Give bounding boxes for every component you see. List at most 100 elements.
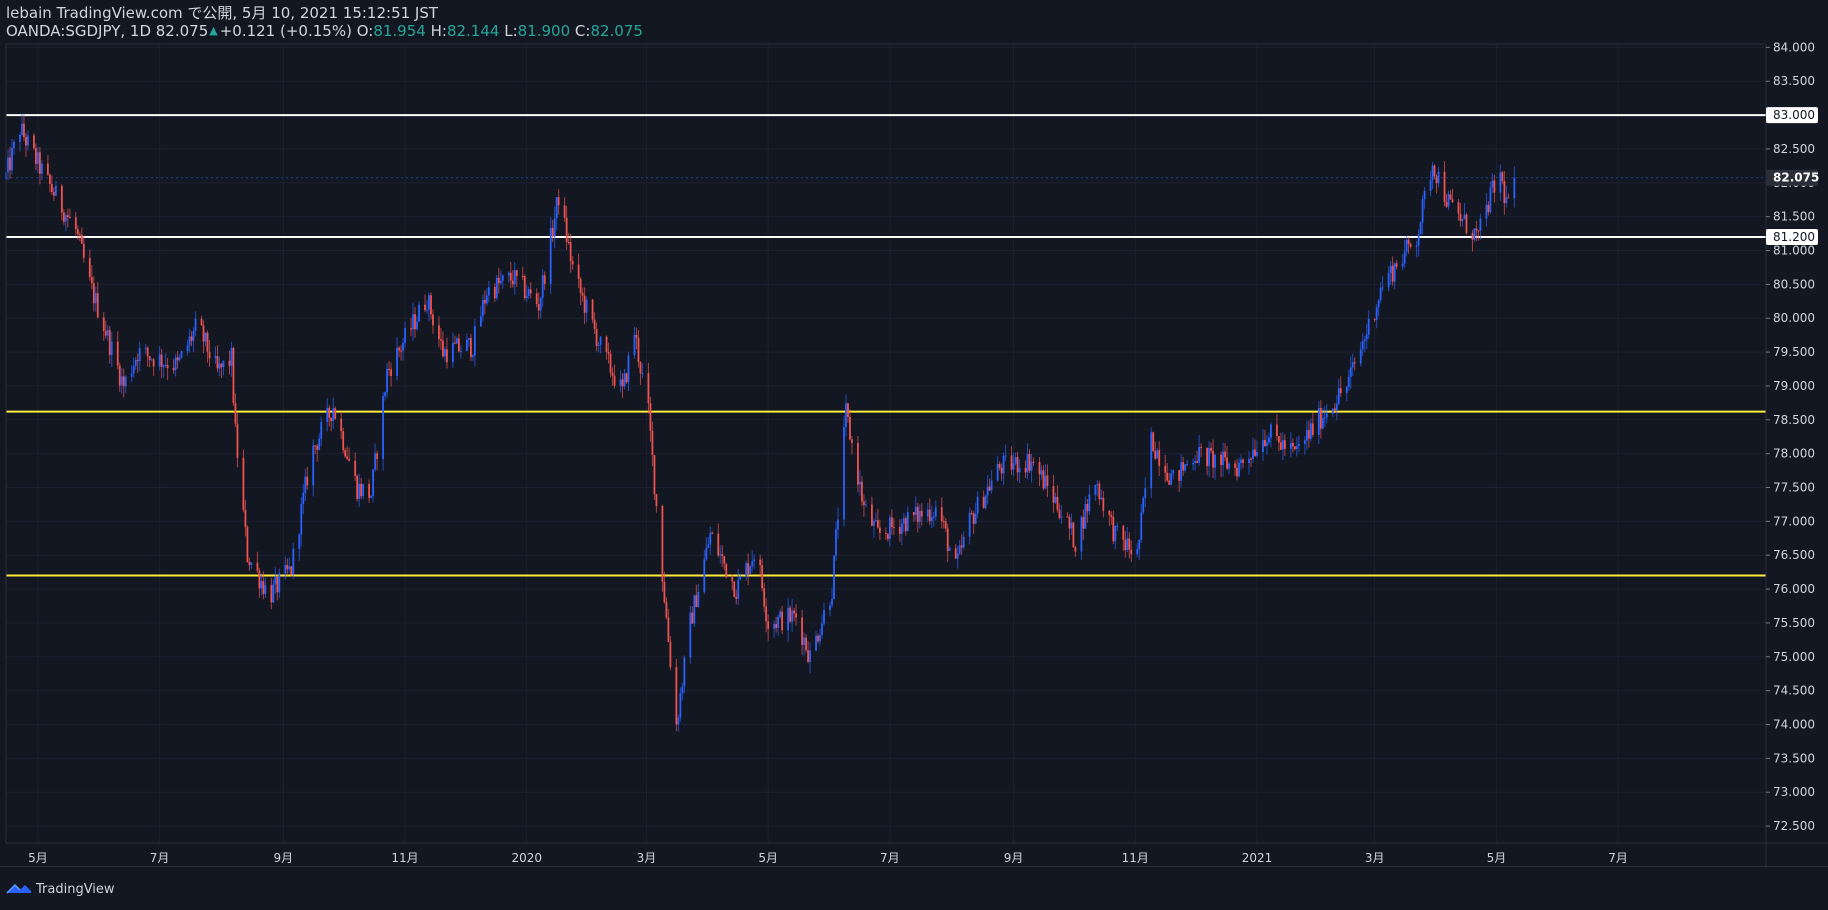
candle-body <box>1102 497 1105 511</box>
candle-body <box>108 329 111 355</box>
candle-body <box>1144 488 1147 499</box>
candle-body <box>372 469 375 497</box>
candle-body <box>499 280 502 284</box>
candle-body <box>597 344 600 346</box>
candle-body <box>1503 181 1506 204</box>
candle-body <box>906 512 909 532</box>
candle-body <box>1220 454 1222 465</box>
candle-body <box>944 521 947 529</box>
candle-body <box>11 147 13 171</box>
candle-body <box>681 686 684 694</box>
candle-body <box>968 512 971 537</box>
candle-body <box>1415 245 1418 247</box>
candle-body <box>13 141 15 148</box>
candle-body <box>661 506 664 582</box>
candle-body <box>1060 516 1063 518</box>
candle-body <box>962 536 965 548</box>
candle-body <box>360 483 363 497</box>
candle-body <box>946 528 949 551</box>
candle-body <box>1359 349 1362 364</box>
candle-body <box>9 157 11 171</box>
candle-body <box>1499 172 1502 193</box>
candle-body <box>1150 432 1153 489</box>
candle-body <box>356 475 359 500</box>
candle-body <box>358 483 361 500</box>
candle-body <box>471 355 474 358</box>
low-value: 81.900 <box>517 22 571 40</box>
symbol-info[interactable]: OANDA:SGDJPY, 1D 82.075 <box>6 22 209 40</box>
candle-body <box>398 347 400 351</box>
candle-body <box>1445 201 1448 207</box>
candle-body <box>1112 516 1115 542</box>
candle-body <box>288 566 291 570</box>
open-label: O: <box>356 22 374 40</box>
candle-body <box>178 357 181 361</box>
candle-body <box>1264 439 1266 447</box>
candle-body <box>1012 463 1015 470</box>
candle-body <box>188 336 191 346</box>
candle-body <box>876 520 879 528</box>
candle-body <box>970 512 973 514</box>
candle-body <box>735 596 738 599</box>
tradingview-brand[interactable]: TradingView <box>6 881 115 897</box>
candle-body <box>902 518 905 524</box>
candle-body <box>1461 218 1464 222</box>
candle-body <box>803 637 805 645</box>
candle-body <box>39 152 41 174</box>
candle-body <box>458 338 460 352</box>
candle-body <box>801 617 803 645</box>
candle-body <box>25 137 27 146</box>
chart-grid <box>6 44 1766 843</box>
candle-body <box>571 260 574 265</box>
candle-body <box>47 163 49 175</box>
candle-body <box>535 293 538 305</box>
x-tick-label: 5月 <box>758 851 778 865</box>
candle-body <box>1178 470 1181 481</box>
candle-body <box>1429 179 1432 191</box>
candle-body <box>1084 503 1087 529</box>
candle-body <box>749 566 752 574</box>
candle-body <box>986 486 989 496</box>
candle-body <box>1140 512 1143 540</box>
candle-body <box>248 561 251 565</box>
candle-body <box>1266 442 1268 447</box>
x-tick-label: 3月 <box>1365 851 1385 865</box>
candle-body <box>483 300 486 304</box>
candle-body <box>974 513 977 524</box>
candle-body <box>731 577 734 582</box>
y-tick-label: 79.500 <box>1773 345 1815 359</box>
candle-body <box>1435 176 1438 184</box>
candle-body <box>7 157 9 173</box>
candle-body <box>912 512 915 515</box>
candle-body <box>1234 463 1236 468</box>
candle-body <box>1471 233 1474 240</box>
candle-body <box>553 218 556 237</box>
y-tick-label: 74.500 <box>1773 684 1815 698</box>
candle-body <box>1186 464 1189 466</box>
candle-body <box>1070 522 1073 529</box>
candle-body <box>557 197 560 206</box>
candle-body <box>1080 517 1083 552</box>
candle-body <box>23 123 25 138</box>
candle-body <box>176 357 179 361</box>
candle-body <box>1212 450 1214 468</box>
candle-body <box>871 504 873 526</box>
candle-body <box>543 275 546 284</box>
candle-body <box>539 297 542 311</box>
y-tick-label: 80.000 <box>1773 311 1815 325</box>
candle-body <box>442 340 444 357</box>
candle-body <box>607 351 610 354</box>
candle-body <box>513 270 516 285</box>
candle-body <box>1004 455 1007 457</box>
candle-body <box>1026 453 1029 473</box>
candle-body <box>481 300 484 317</box>
candle-body <box>116 341 119 366</box>
candle-body <box>865 504 867 506</box>
candle-body <box>258 570 261 589</box>
candle-body <box>1331 408 1334 414</box>
candle-body <box>214 356 217 359</box>
candle-body <box>623 373 626 387</box>
candle-body <box>581 293 584 296</box>
candle-body <box>900 523 903 534</box>
